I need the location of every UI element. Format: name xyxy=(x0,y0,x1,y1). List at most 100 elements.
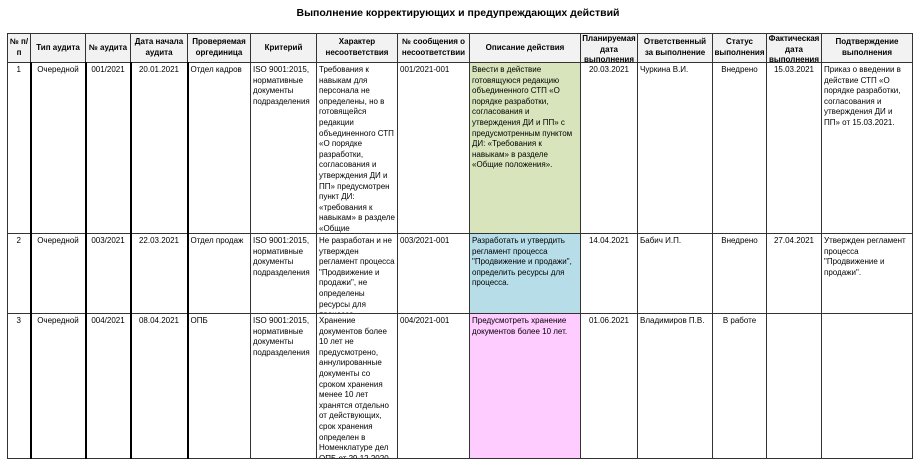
column-header-confirmation[interactable]: Подтверждение выполнения xyxy=(821,33,913,63)
column-header-audit-number[interactable]: № аудита xyxy=(85,33,131,63)
cell-text: 08.04.2021 xyxy=(138,316,180,325)
column-header-label: Проверяемая оргединица xyxy=(192,37,246,57)
cell-actual-date[interactable] xyxy=(766,313,822,459)
cell-action-description[interactable]: Разработать и утвердить регламент процес… xyxy=(469,233,581,314)
cell-nonconformity[interactable]: Хранение документов более 10 лет не пред… xyxy=(316,313,398,459)
cell-text: Очередной xyxy=(37,65,79,74)
column-header-status[interactable]: Статус выполнения xyxy=(712,33,767,63)
cell-text: 004/2021 xyxy=(91,316,125,325)
corrective-actions-table: № п/п Тип аудита № аудита Дата начала аудит… xyxy=(7,33,913,459)
cell-nonconformity-report-number[interactable]: 003/2021-001 xyxy=(397,233,470,314)
cell-row-number[interactable]: 3 xyxy=(7,313,31,459)
cell-audit-start-date[interactable]: 08.04.2021 xyxy=(129,313,189,459)
cell-responsible[interactable]: Чуркина В.И. xyxy=(637,62,713,234)
cell-text: 27.04.2021 xyxy=(773,236,815,245)
cell-planned-date[interactable]: 20.03.2021 xyxy=(580,62,638,234)
cell-audit-type[interactable]: Очередной xyxy=(29,313,87,459)
cell-planned-date[interactable]: 14.04.2021 xyxy=(580,233,638,314)
cell-criterion[interactable]: ISO 9001:2015, нормативные документы под… xyxy=(250,62,317,234)
header-row: № п/п Тип аудита № аудита Дата начала аудит… xyxy=(7,33,913,63)
cell-nonconformity[interactable]: Требования к навыкам для персонала не оп… xyxy=(316,62,398,234)
cell-status[interactable]: Внедрено xyxy=(712,233,767,314)
cell-confirmation[interactable]: Приказ о введении в действие СТП «О поря… xyxy=(821,62,913,234)
cell-text: Утвержден регламент процесса "Продвижени… xyxy=(824,236,906,277)
cell-status[interactable]: Внедрено xyxy=(712,62,767,234)
cell-text: 20.01.2021 xyxy=(138,65,180,74)
cell-action-description[interactable]: Предусмотреть хранение документов более … xyxy=(469,313,581,459)
cell-row-number[interactable]: 2 xyxy=(7,233,31,314)
cell-text: ISO 9001:2015, нормативные документы под… xyxy=(253,65,310,106)
column-header-audit-start-date[interactable]: Дата начала аудита xyxy=(130,33,188,63)
column-header-nonconformity[interactable]: Характер несоответствия xyxy=(316,33,398,63)
cell-text: Приказ о введении в действие СТП «О поря… xyxy=(824,65,901,127)
cell-audited-unit[interactable]: ОПБ xyxy=(187,313,251,459)
cell-audit-number[interactable]: 001/2021 xyxy=(85,62,131,234)
cell-text: ISO 9001:2015, нормативные документы под… xyxy=(253,316,310,357)
cell-nonconformity-report-number[interactable]: 004/2021-001 xyxy=(397,313,470,459)
cell-text: ОПБ xyxy=(190,316,208,325)
cell-audit-type[interactable]: Очередной xyxy=(29,233,87,314)
column-header-label: № сообщения о несоответствии xyxy=(401,37,466,57)
cell-text: Хранение документов более 10 лет не пред… xyxy=(319,316,391,458)
cell-audited-unit[interactable]: Отдел кадров xyxy=(187,62,251,234)
cell-text: 20.03.2021 xyxy=(588,65,630,74)
cell-actual-date[interactable]: 15.03.2021 xyxy=(766,62,822,234)
cell-audit-number[interactable]: 003/2021 xyxy=(85,233,131,314)
cell-audited-unit[interactable]: Отдел продаж xyxy=(187,233,251,314)
cell-text: Ввести в действие готовящуюся редакцию о… xyxy=(472,65,573,170)
cell-text: Внедрено xyxy=(721,236,758,245)
column-header-label: Тип аудита xyxy=(36,42,80,52)
column-header-label: № аудита xyxy=(88,42,128,52)
cell-planned-date[interactable]: 01.06.2021 xyxy=(580,313,638,459)
cell-status[interactable]: В работе xyxy=(712,313,767,459)
cell-actual-date[interactable]: 27.04.2021 xyxy=(766,233,822,314)
cell-text: Предусмотреть хранение документов более … xyxy=(472,316,568,336)
column-header-planned-date[interactable]: Планируемая дата выполнения xyxy=(580,33,638,63)
cell-text: Бабич И.П. xyxy=(640,236,682,245)
cell-criterion[interactable]: ISO 9001:2015, нормативные документы под… xyxy=(250,313,317,459)
cell-text: Отдел кадров xyxy=(190,65,242,74)
column-header-responsible[interactable]: Ответственный за выполнение xyxy=(637,33,713,63)
cell-text: 003/2021 xyxy=(91,236,125,245)
cell-text: В работе xyxy=(722,316,757,325)
cell-text: Разработать и утвердить регламент процес… xyxy=(472,236,572,288)
table-row: 1 Очередной 001/2021 20.01.2021 Отдел кадров… xyxy=(7,62,913,234)
cell-text: Чуркина В.И. xyxy=(640,65,689,74)
cell-text: 001/2021 xyxy=(91,65,125,74)
cell-responsible[interactable]: Бабич И.П. xyxy=(637,233,713,314)
column-header-label: Ответственный за выполнение xyxy=(643,37,707,57)
table-row: 3 Очередной 004/2021 08.04.2021 ОПБ ISO 9001:… xyxy=(7,313,913,459)
column-header-label: Фактическая дата выполнения xyxy=(768,34,820,62)
cell-responsible[interactable]: Владимиров П.В. xyxy=(637,313,713,459)
cell-action-description[interactable]: Ввести в действие готовящуюся редакцию о… xyxy=(469,62,581,234)
cell-confirmation[interactable] xyxy=(821,313,913,459)
column-header-label: Критерий xyxy=(264,42,303,52)
cell-audit-type[interactable]: Очередной xyxy=(29,62,87,234)
column-header-audit-type[interactable]: Тип аудита xyxy=(30,33,86,63)
cell-confirmation[interactable]: Утвержден регламент процесса "Продвижени… xyxy=(821,233,913,314)
table-row: 2 Очередной 003/2021 22.03.2021 Отдел продаж… xyxy=(7,233,913,314)
cell-text: 2 xyxy=(16,236,21,245)
column-header-actual-date[interactable]: Фактическая дата выполнения xyxy=(766,33,822,63)
cell-text: Очередной xyxy=(37,236,79,245)
column-header-criterion[interactable]: Критерий xyxy=(250,33,317,63)
column-header-label: Подтверждение выполнения xyxy=(835,37,899,57)
cell-text: 14.04.2021 xyxy=(588,236,630,245)
column-header-label: Планируемая дата выполнения xyxy=(582,34,636,62)
cell-nonconformity[interactable]: Не разработан и не утвержден регламент п… xyxy=(316,233,398,314)
cell-text: 22.03.2021 xyxy=(138,236,180,245)
cell-text: 3 xyxy=(16,316,21,325)
cell-text: Внедрено xyxy=(721,65,758,74)
cell-text xyxy=(822,314,912,316)
column-header-row-number[interactable]: № п/п xyxy=(7,33,31,63)
column-header-nonconformity-report-number[interactable]: № сообщения о несоответствии xyxy=(397,33,470,63)
cell-audit-start-date[interactable]: 22.03.2021 xyxy=(129,233,189,314)
cell-audit-start-date[interactable]: 20.01.2021 xyxy=(129,62,189,234)
cell-criterion[interactable]: ISO 9001:2015, нормативные документы под… xyxy=(250,233,317,314)
cell-text: 003/2021-001 xyxy=(400,236,450,245)
column-header-action-description[interactable]: Описание действия xyxy=(469,33,581,63)
column-header-audited-unit[interactable]: Проверяемая оргединица xyxy=(187,33,251,63)
cell-nonconformity-report-number[interactable]: 001/2021-001 xyxy=(397,62,470,234)
cell-audit-number[interactable]: 004/2021 xyxy=(85,313,131,459)
cell-row-number[interactable]: 1 xyxy=(7,62,31,234)
